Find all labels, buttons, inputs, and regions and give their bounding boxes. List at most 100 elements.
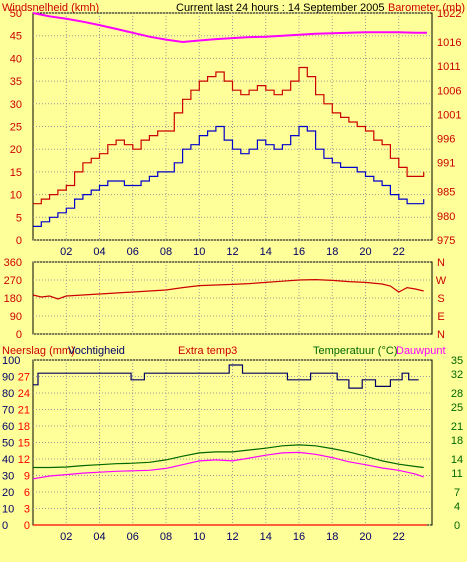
humidity-y-tick-label: 100 [2, 355, 20, 367]
direction-y-tick-label: 0 [16, 329, 22, 341]
temperature-y-tick-label: 32 [451, 369, 463, 381]
wind-y-tick-label: 35 [10, 76, 22, 88]
wind-barometer-chart: 0 5 10 15 20 25 30 35 40 45 50 975 980 985 991 996 1001 1… [10, 8, 462, 258]
humidity-y-tick-label: 10 [2, 504, 14, 516]
humidity-x-tick-label: 02 [60, 531, 72, 543]
rain-y-tick-label: 24 [18, 388, 30, 400]
humidity-x-tick-label: 06 [127, 531, 139, 543]
temperature-y-tick-label: 0 [454, 520, 460, 532]
barometer-y-tick-label: 975 [437, 235, 455, 247]
temperature-y-tick-label: 21 [451, 421, 463, 433]
barometer-y-tick-label: 1001 [437, 109, 461, 121]
humidity-x-tick-label: 08 [160, 531, 172, 543]
direction-y-tick-label: 360 [4, 257, 22, 269]
humidity-x-tick-label: 22 [393, 531, 405, 543]
temperature-y-tick-label: 28 [451, 388, 463, 400]
wind-x-tick-label: 02 [60, 246, 72, 258]
rain-y-tick-label: 18 [18, 421, 30, 433]
humidity-x-tick-label: 10 [193, 531, 205, 543]
barometer-y-tick-label: 1006 [437, 85, 461, 97]
wind-y-tick-label: 50 [10, 8, 22, 20]
humidity-y-tick-label: 70 [2, 405, 14, 417]
dewpoint-label: Dauwpunt [396, 345, 446, 357]
wind-x-tick-label: 20 [359, 246, 371, 258]
humidity-y-tick-label: 0 [2, 520, 8, 532]
barometer-line [32, 12, 427, 44]
wind-x-tick-label: 10 [193, 246, 205, 258]
wind-y-tick-label: 30 [10, 99, 22, 111]
rain-y-tick-label: 21 [18, 405, 30, 417]
rain-y-tick-label: 15 [18, 438, 30, 450]
barometer-y-tick-label: 996 [437, 134, 455, 146]
humidity-y-tick-label: 50 [2, 438, 14, 450]
wind-x-tick-label: 08 [160, 246, 172, 258]
direction-y-tick-label: 90 [10, 311, 22, 323]
rain-y-tick-label: 6 [24, 487, 30, 499]
compass-label: E [437, 311, 444, 323]
wind-y-tick-label: 25 [10, 122, 22, 134]
wind-y-tick-label: 0 [16, 235, 22, 247]
humidity-y-tick-label: 20 [2, 487, 14, 499]
humidity-x-tick-label: 04 [93, 531, 105, 543]
wind-y-tick-label: 45 [10, 31, 22, 43]
wind-y-tick-label: 5 [16, 212, 22, 224]
humidity-x-tick-label: 16 [293, 531, 305, 543]
humidity-x-tick-label: 18 [326, 531, 338, 543]
wind-x-tick-label: 18 [326, 246, 338, 258]
temperature-line [33, 444, 424, 469]
rain-y-tick-label: 9 [24, 471, 30, 483]
compass-label: N [437, 329, 445, 341]
humidity-y-tick-label: 30 [2, 471, 14, 483]
dewpoint-line [32, 451, 424, 480]
rain-y-tick-label: 27 [18, 372, 30, 384]
wind-x-tick-label: 06 [127, 246, 139, 258]
rain-y-tick-label: 3 [24, 504, 30, 516]
humidity-x-tick-label: 12 [226, 531, 238, 543]
wind-y-tick-label: 15 [10, 167, 22, 179]
wind-x-tick-label: 16 [293, 246, 305, 258]
rain-axis-title: Neerslag (mm) [2, 345, 75, 357]
temperature-y-tick-label: 14 [451, 454, 463, 466]
humidity-x-tick-label: 14 [260, 531, 272, 543]
temperature-axis-title: Temperatuur (°C) [313, 345, 397, 357]
wind-direction-line [32, 278, 424, 300]
wind-y-tick-label: 10 [10, 190, 22, 202]
barometer-y-tick-label: 1011 [437, 61, 461, 73]
chart-header-title: Current last 24 hours : 14 September 200… [176, 2, 385, 14]
wind-x-tick-label: 22 [393, 246, 405, 258]
wind-y-tick-label: 20 [10, 144, 22, 156]
humidity-y-tick-label: 90 [2, 372, 14, 384]
direction-y-tick-label: 270 [4, 275, 22, 287]
temperature-y-tick-label: 25 [451, 402, 463, 414]
humidity-y-tick-label: 40 [2, 454, 14, 466]
wind-x-tick-label: 04 [93, 246, 105, 258]
temperature-y-tick-label: 11 [451, 468, 462, 480]
humidity-y-tick-label: 80 [2, 388, 14, 400]
direction-y-tick-label: 180 [4, 293, 22, 305]
wind-gust-line [33, 66, 425, 205]
barometer-y-tick-label: 1016 [437, 37, 461, 49]
barometer-y-tick-label: 991 [437, 158, 455, 170]
wind-average-line [33, 125, 425, 227]
compass-label: N [437, 257, 445, 269]
temperature-y-tick-label: 35 [451, 355, 463, 367]
extra-temp-label: Extra temp3 [178, 345, 237, 357]
rain-y-tick-label: 0 [24, 520, 30, 532]
humidity-axis-title: Vochtigheid [68, 345, 125, 357]
compass-label: W [436, 275, 447, 287]
humidity-temperature-chart: 0102030405060708090100036912151821242704… [2, 355, 463, 543]
humidity-line [33, 364, 419, 389]
wind-x-tick-label: 14 [260, 246, 272, 258]
humidity-y-tick-label: 60 [2, 421, 14, 433]
barometer-y-tick-label: 1022 [437, 8, 461, 20]
barometer-y-tick-label: 985 [437, 187, 455, 199]
barometer-y-tick-label: 980 [437, 211, 455, 223]
temperature-y-tick-label: 18 [451, 435, 463, 447]
wind-speed-axis-title: Windsnelheid (kmh) [2, 2, 99, 14]
wind-y-tick-label: 40 [10, 53, 22, 65]
humidity-x-tick-label: 20 [359, 531, 371, 543]
temperature-y-tick-label: 7 [454, 487, 460, 499]
compass-label: S [437, 293, 444, 305]
